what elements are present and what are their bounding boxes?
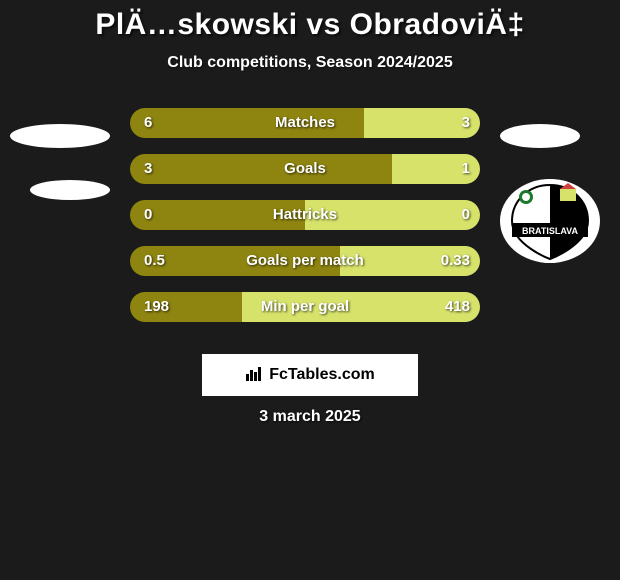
- value-right: 1: [462, 154, 470, 184]
- value-left: 0: [144, 200, 152, 230]
- stat-row-min-per-goal: 198 Min per goal 418: [0, 292, 620, 322]
- stat-row-goals: 3 Goals 1: [0, 154, 620, 184]
- brand-text: FcTables.com: [269, 366, 375, 383]
- stat-row-matches: 6 Matches 3: [0, 108, 620, 138]
- bar-chart-icon: [245, 364, 263, 382]
- value-right: 3: [462, 108, 470, 138]
- page-title: PlÄ…skowski vs ObradoviÄ‡: [0, 0, 620, 42]
- stat-rows: 6 Matches 3 3 Goals 1 0 Hattricks 0: [0, 108, 620, 322]
- stat-row-hattricks: 0 Hattricks 0: [0, 200, 620, 230]
- value-left: 198: [144, 292, 169, 322]
- bar-track: [130, 200, 480, 230]
- value-left: 3: [144, 154, 152, 184]
- bar-left: [130, 154, 393, 184]
- value-left: 0.5: [144, 246, 165, 276]
- stat-row-goals-per-match: 0.5 Goals per match 0.33: [0, 246, 620, 276]
- value-right: 0: [462, 200, 470, 230]
- bar-left: [130, 200, 305, 230]
- bar-track: [130, 246, 480, 276]
- bar-track: [130, 292, 480, 322]
- bar-track: [130, 108, 480, 138]
- brand-link[interactable]: FcTables.com: [202, 354, 418, 396]
- bar-track: [130, 154, 480, 184]
- page-subtitle: Club competitions, Season 2024/2025: [0, 54, 620, 72]
- bar-right: [305, 200, 480, 230]
- value-right: 0.33: [441, 246, 470, 276]
- generation-date: 3 march 2025: [0, 408, 620, 426]
- comparison-widget: PlÄ…skowski vs ObradoviÄ‡ Club competiti…: [0, 0, 620, 580]
- value-left: 6: [144, 108, 152, 138]
- value-right: 418: [445, 292, 470, 322]
- bar-left: [130, 108, 365, 138]
